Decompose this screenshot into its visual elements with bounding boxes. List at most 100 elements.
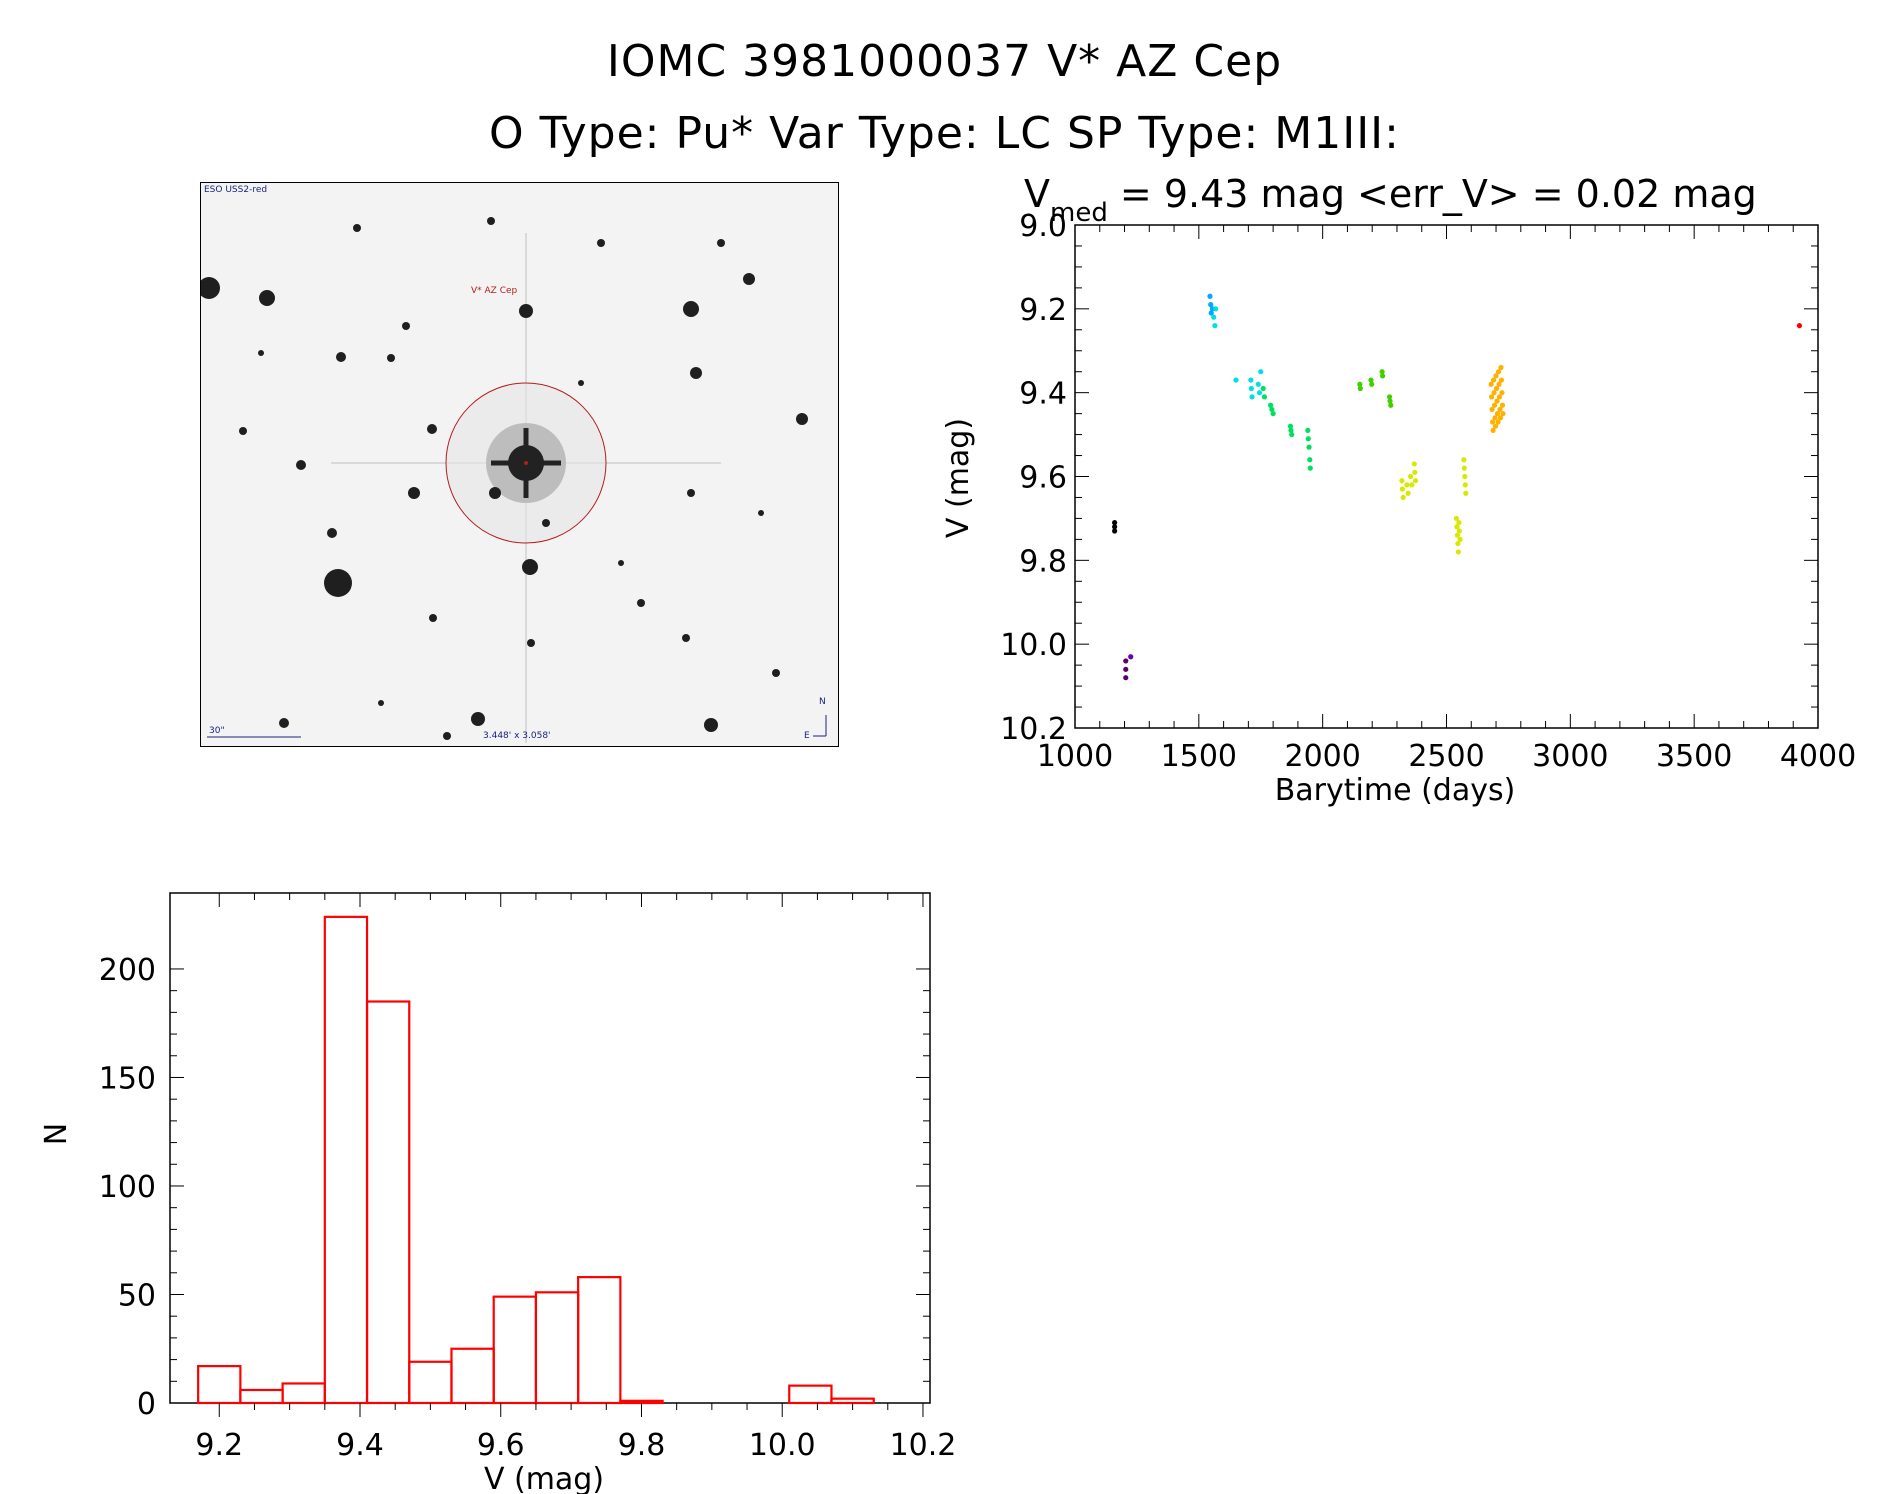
lightcurve-xtick-label: 2500	[1408, 739, 1484, 774]
lightcurve-point	[1213, 306, 1219, 312]
lightcurve-ytick-label: 10.0	[1000, 628, 1067, 663]
lightcurve-point	[1123, 666, 1129, 672]
lightcurve-point	[1455, 549, 1461, 555]
lightcurve-point	[1387, 398, 1393, 404]
lightcurve-point	[1307, 457, 1313, 463]
figure-title-line2: O Type: Pu* Var Type: LC SP Type: M1III:	[489, 108, 1400, 159]
sky-image	[201, 183, 838, 746]
lightcurve-point	[1369, 381, 1375, 387]
lightcurve-point	[1492, 423, 1499, 429]
lightcurve-point	[1496, 394, 1503, 400]
lightcurve-point	[1270, 411, 1276, 417]
lightcurve-point	[1456, 528, 1462, 534]
target-circle	[445, 382, 607, 544]
lightcurve-point	[1500, 411, 1506, 417]
lightcurve-point	[1112, 524, 1118, 530]
histogram-ylabel: N	[39, 1123, 74, 1145]
sky-image-panel: ESO USS2-red V* AZ Cep 30" 3.448' x 3.05…	[200, 182, 839, 747]
lightcurve-point	[1493, 385, 1500, 392]
lightcurve-point	[1207, 293, 1213, 299]
histogram-bar	[323, 915, 369, 1405]
lightcurve-point	[1288, 427, 1294, 433]
lightcurve-point	[1412, 478, 1419, 484]
lightcurve-point	[1490, 427, 1496, 433]
lightcurve-point	[1494, 411, 1501, 417]
lightcurve-point	[1453, 515, 1460, 522]
histogram-bar	[197, 1365, 242, 1405]
lightcurve-point	[1386, 394, 1393, 400]
east-label: E	[804, 731, 810, 741]
lightcurve-point	[1489, 406, 1495, 413]
lightcurve-point	[1256, 390, 1263, 396]
survey-label: ESO USS2-red	[204, 185, 268, 195]
histogram-bar	[408, 1360, 453, 1405]
lightcurve-title: Vmed = 9.43 mag <err_V> = 0.02 mag	[1024, 172, 1757, 228]
histogram-xtick-label: 9.6	[477, 1428, 525, 1463]
histogram-bar	[534, 1291, 580, 1405]
field-size-label: 3.448' x 3.058'	[483, 731, 551, 741]
lightcurve-point	[1488, 394, 1495, 400]
lightcurve-point	[1488, 381, 1494, 387]
lightcurve-point	[1499, 390, 1505, 396]
lightcurve-plot: 1000 1500 2000 2500 3000 3500 4000 9.0 9.2 9.4 9.6…	[1000, 209, 1856, 774]
lightcurve-point	[1289, 431, 1295, 438]
lightcurve-point	[1269, 406, 1275, 413]
lightcurve-xtick-label: 4000	[1780, 739, 1856, 774]
lightcurve-xtick-label: 1500	[1161, 739, 1237, 774]
lightcurve-point	[1498, 364, 1504, 371]
lightcurve-point	[1261, 394, 1268, 400]
lightcurve-point	[1405, 490, 1411, 496]
lightcurve-point	[1400, 494, 1406, 501]
histogram-ytick-label: 150	[99, 1061, 156, 1096]
lightcurve-point	[1461, 457, 1467, 463]
lightcurve-point	[1463, 490, 1469, 496]
lightcurve-point	[1379, 369, 1385, 375]
lightcurve-point	[1796, 323, 1803, 329]
histogram-bar	[281, 1382, 326, 1405]
histogram-bar	[619, 1399, 664, 1405]
lightcurve-ytick-label: 9.8	[1019, 544, 1067, 579]
lightcurve-title-sub: med	[1050, 198, 1108, 228]
lightcurve-point	[1357, 385, 1363, 392]
lightcurve-point	[1499, 402, 1506, 408]
lightcurve-point	[1462, 473, 1468, 480]
histogram-xtick-label: 9.8	[618, 1428, 666, 1463]
lightcurve-point	[1456, 520, 1462, 526]
histogram-xtick-label: 10.0	[749, 1428, 816, 1463]
lightcurve-point	[1112, 520, 1118, 526]
lightcurve-point	[1123, 675, 1129, 681]
histogram-bar	[239, 1388, 284, 1405]
lightcurve-point	[1248, 385, 1254, 392]
lightcurve-point	[1249, 394, 1255, 400]
lightcurve-point	[1455, 540, 1461, 547]
target-label: V* AZ Cep	[471, 286, 518, 296]
histogram-xtick-label: 9.2	[195, 1428, 243, 1463]
lightcurve-point	[1495, 419, 1501, 425]
lightcurve-point	[1248, 377, 1254, 383]
lightcurve-point	[1497, 406, 1503, 413]
lightcurve-frame	[1074, 224, 1819, 729]
lightcurve-point	[1461, 465, 1467, 471]
lightcurve-point	[1255, 381, 1261, 387]
lightcurve-title-main: V	[1024, 172, 1050, 216]
lightcurve-point	[1454, 524, 1460, 530]
lightcurve-point	[1258, 369, 1264, 375]
lightcurve-point	[1212, 323, 1218, 329]
lightcurve-point	[1128, 654, 1134, 660]
north-label: N	[819, 697, 826, 707]
lightcurve-point	[1498, 377, 1505, 383]
lightcurve-point	[1399, 478, 1405, 484]
lightcurve-point	[1411, 461, 1417, 467]
lightcurve-point	[1497, 415, 1504, 421]
lightcurve-ytick-label: 9.6	[1019, 461, 1067, 496]
histogram-plot: 9.2 9.4 9.6 9.8 10.0 10.2 0 50 100 150 200	[99, 892, 956, 1463]
lightcurve-point	[1260, 385, 1266, 392]
lightcurve-point	[1404, 482, 1410, 488]
lightcurve-point	[1494, 398, 1500, 404]
lightcurve-xtick-label: 1000	[1037, 739, 1113, 774]
lightcurve-point	[1495, 369, 1502, 375]
lightcurve-xlabel: Barytime (days)	[1275, 773, 1516, 808]
lightcurve-point	[1489, 419, 1496, 425]
lightcurve-point	[1233, 377, 1239, 383]
